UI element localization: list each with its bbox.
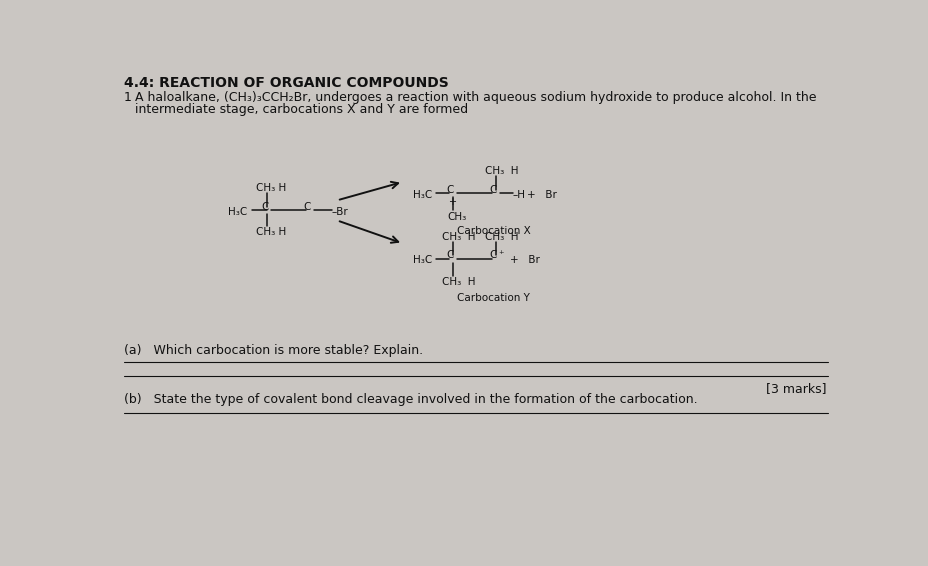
Text: intermediate stage, carbocations X and Y are formed: intermediate stage, carbocations X and Y…: [135, 102, 468, 115]
Text: CH₃ H: CH₃ H: [256, 228, 287, 237]
Text: (b)   State the type of covalent bond cleavage involved in the formation of the : (b) State the type of covalent bond clea…: [123, 393, 697, 406]
Text: Carbocation X: Carbocation X: [457, 226, 530, 236]
Text: [3 marks]: [3 marks]: [765, 382, 825, 395]
Text: +   Br: + Br: [509, 255, 539, 265]
Text: C: C: [261, 201, 268, 212]
Text: CH₃  H: CH₃ H: [484, 166, 518, 177]
Text: A haloalkane, (CH₃)₃CCH₂Br, undergoes a reaction with aqueous sodium hydroxide t: A haloalkane, (CH₃)₃CCH₂Br, undergoes a …: [135, 91, 816, 104]
Text: CH₃  H: CH₃ H: [442, 232, 475, 242]
Text: CH₃: CH₃: [446, 212, 466, 222]
Text: C: C: [446, 250, 454, 260]
Text: H₃C: H₃C: [413, 255, 432, 265]
Text: C: C: [446, 185, 454, 195]
Text: CH₃  H: CH₃ H: [484, 232, 518, 242]
Text: C: C: [488, 250, 496, 260]
Text: 1: 1: [123, 91, 132, 104]
Text: –Br: –Br: [331, 207, 348, 217]
Text: CH₃ H: CH₃ H: [256, 183, 287, 194]
Text: C: C: [303, 201, 311, 212]
Text: ⁺: ⁺: [497, 250, 503, 260]
Text: (a)   Which carbocation is more stable? Explain.: (a) Which carbocation is more stable? Ex…: [123, 344, 422, 357]
Text: CH₃  H: CH₃ H: [442, 277, 475, 288]
Text: Carbocation Y: Carbocation Y: [457, 293, 530, 303]
Text: +   Br: + Br: [526, 190, 556, 200]
Text: H₃C: H₃C: [413, 190, 432, 200]
Text: C: C: [488, 185, 496, 195]
Text: +: +: [448, 198, 456, 207]
Text: H₃C: H₃C: [228, 207, 248, 217]
Text: –H: –H: [512, 190, 525, 200]
Text: 4.4: REACTION OF ORGANIC COMPOUNDS: 4.4: REACTION OF ORGANIC COMPOUNDS: [123, 76, 448, 89]
